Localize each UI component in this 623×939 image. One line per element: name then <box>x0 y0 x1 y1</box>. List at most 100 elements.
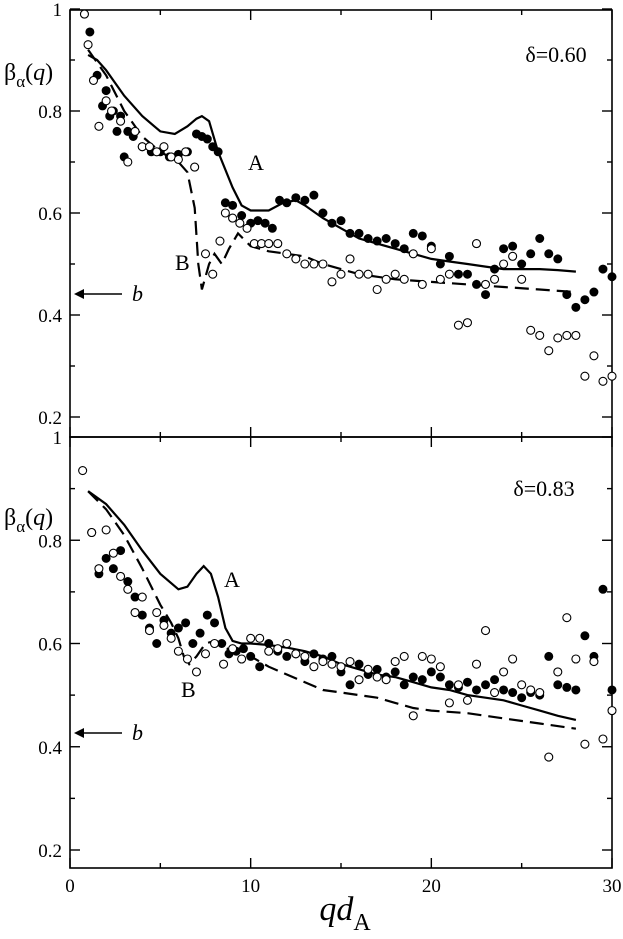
y-tick-label: 0.2 <box>38 841 62 862</box>
data-point-open <box>237 654 247 664</box>
data-point-open <box>219 659 229 669</box>
top-panel: 0.2 0.4 0.6 0.8 1 βα(q) δ=0.60 A Bb <box>4 0 617 438</box>
data-point-open <box>181 147 191 157</box>
data-point-filled <box>499 685 509 695</box>
data-point-filled <box>571 685 581 695</box>
data-point-open <box>166 633 176 643</box>
data-point-open <box>78 466 88 476</box>
asymptote-label: b <box>132 281 143 306</box>
data-point-open <box>130 607 140 618</box>
data-point-filled <box>291 193 301 203</box>
x-tick-label: 30 <box>603 876 622 897</box>
data-point-filled <box>108 564 118 574</box>
data-point-filled <box>408 228 418 238</box>
x-tick-label: 0 <box>65 876 75 897</box>
data-point-filled <box>562 682 572 692</box>
data-point-open <box>327 277 337 287</box>
data-point-open <box>228 644 238 654</box>
y-tick-label: 0.6 <box>38 635 62 656</box>
curve-label-A: A <box>248 150 264 175</box>
data-point-open <box>200 649 211 659</box>
data-point-filled <box>517 259 527 269</box>
data-point-open <box>191 667 202 677</box>
curve-label-B: B <box>181 677 196 702</box>
data-point-filled <box>481 290 491 300</box>
data-point-open <box>598 376 608 386</box>
data-point-filled <box>101 86 111 96</box>
data-point-filled <box>327 651 337 661</box>
data-point-open <box>508 251 518 261</box>
data-point-open <box>462 695 473 705</box>
data-point-filled <box>372 236 382 246</box>
data-point-open <box>598 734 608 744</box>
data-point-open <box>580 739 590 749</box>
data-point-filled <box>408 672 418 682</box>
data-point-open <box>87 527 97 538</box>
data-point-filled <box>336 216 346 226</box>
data-point-filled <box>101 553 111 563</box>
delta-annotation: δ=0.83 <box>513 476 574 501</box>
y-tick-label: 1 <box>53 428 63 449</box>
data-point-open <box>309 259 319 269</box>
data-point-open <box>508 654 518 664</box>
data-point-open <box>499 667 509 677</box>
data-point-open <box>517 680 527 690</box>
data-point-filled <box>173 623 183 633</box>
data-point-filled <box>181 618 191 628</box>
data-point-open <box>173 154 183 164</box>
data-point-open <box>417 279 427 289</box>
data-point-open <box>101 525 111 535</box>
data-point-open <box>589 657 599 667</box>
data-point-open <box>562 330 572 340</box>
data-point-open <box>108 548 118 558</box>
curve-B-line <box>87 49 576 294</box>
data-point-open <box>444 698 454 708</box>
data-point-open <box>444 269 454 279</box>
data-point-filled <box>282 651 292 661</box>
data-point-filled <box>255 662 265 672</box>
data-point-open <box>526 685 536 695</box>
data-point-filled <box>345 228 355 238</box>
data-point-filled <box>390 239 400 249</box>
data-point-open <box>282 249 292 259</box>
data-point-filled <box>426 667 436 677</box>
data-point-filled <box>562 290 572 300</box>
y-tick-label: 0.6 <box>38 204 62 225</box>
data-point-open <box>152 607 162 618</box>
data-point-filled <box>260 218 270 228</box>
data-point-filled <box>444 251 454 261</box>
y-axis-label: βα(q) <box>4 60 53 91</box>
data-point-open <box>480 279 491 289</box>
data-point-open <box>390 269 400 279</box>
data-point-open <box>228 213 238 223</box>
data-point-open <box>453 320 463 330</box>
data-point-open <box>173 646 183 656</box>
data-point-open <box>264 239 274 249</box>
data-point-open <box>408 711 418 721</box>
data-point-open <box>144 142 155 152</box>
data-point-filled <box>607 272 617 282</box>
data-point-open <box>372 284 382 295</box>
data-point-open <box>544 346 554 356</box>
data-point-filled <box>589 287 599 297</box>
data-point-open <box>571 330 581 340</box>
data-point-open <box>462 318 473 328</box>
data-point-open <box>123 584 133 594</box>
y-tick-label: 1 <box>53 0 63 21</box>
data-point-open <box>291 254 301 264</box>
data-point-open <box>291 649 301 659</box>
data-point-open <box>471 659 482 669</box>
data-point-filled <box>472 279 481 289</box>
data-point-open <box>208 269 218 279</box>
data-point-filled <box>264 639 274 648</box>
data-point-filled <box>462 677 472 687</box>
data-point-open <box>83 40 93 50</box>
data-point-open <box>209 638 220 649</box>
data-point-filled <box>309 190 319 200</box>
data-point-open <box>336 269 346 279</box>
data-point-filled <box>499 244 509 254</box>
data-point-open <box>490 687 500 698</box>
data-point-filled <box>213 147 223 157</box>
data-point-filled <box>354 659 364 669</box>
